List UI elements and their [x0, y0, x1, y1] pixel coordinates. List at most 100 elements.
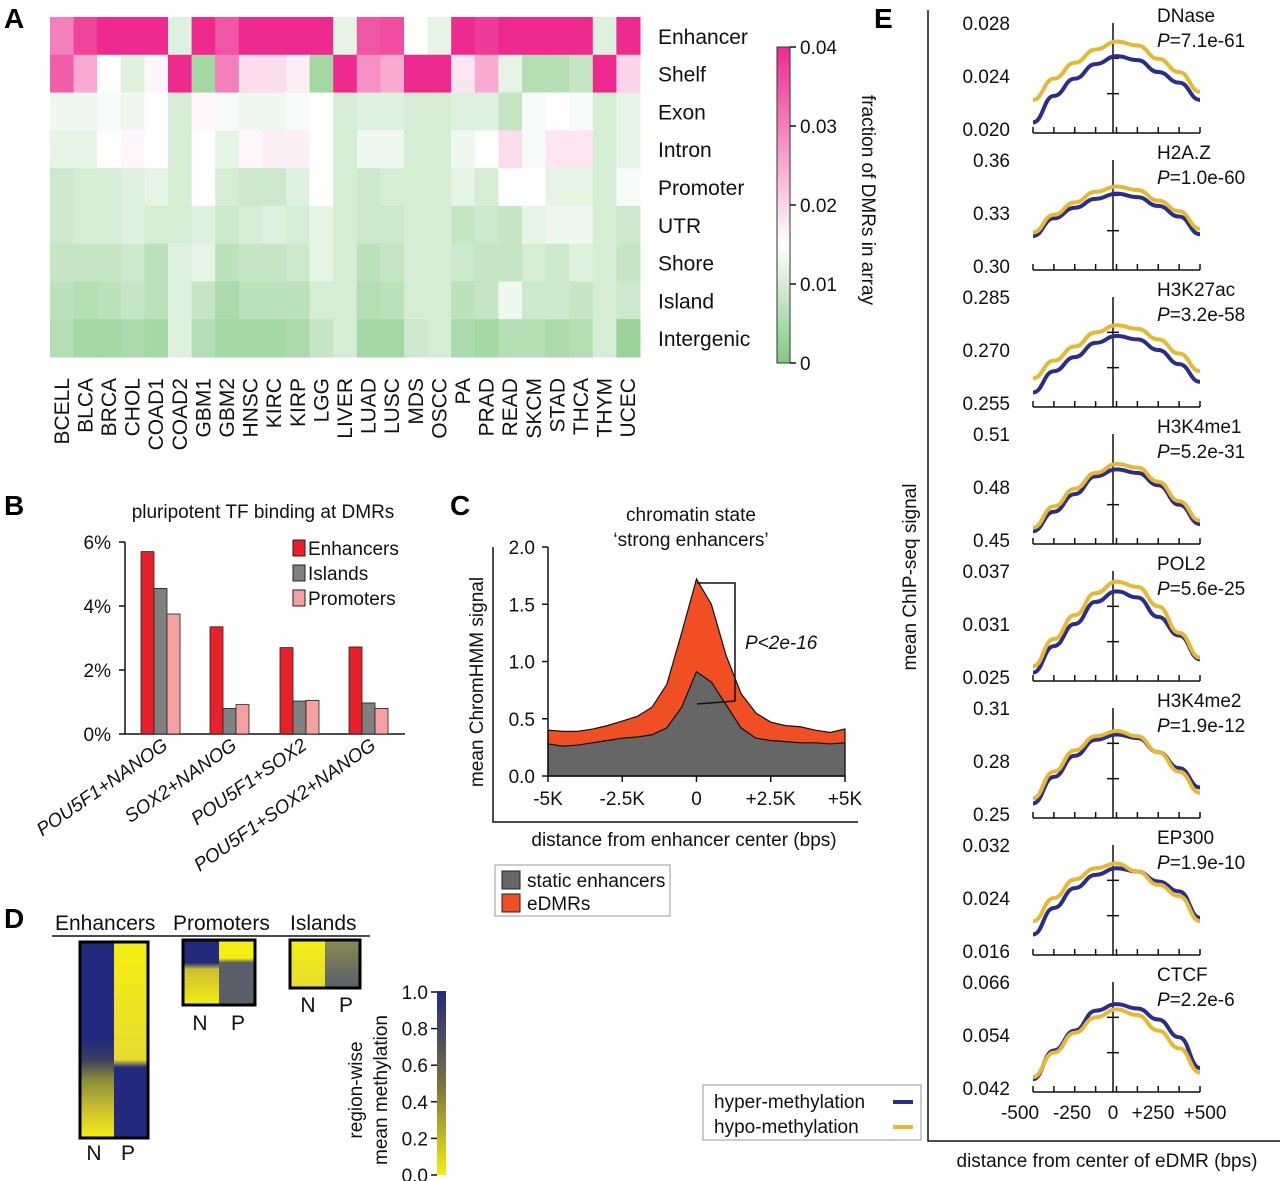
heatmap-cell	[333, 243, 358, 282]
colorbar-d	[437, 991, 446, 1175]
heatmap-cell	[144, 243, 169, 282]
subplot-h3k27ac: 0.255 0.270 0.285 H3K27ac P=3.2e-58	[962, 280, 1245, 415]
colorbar-a	[776, 46, 791, 364]
x-tick: -500	[1001, 1103, 1039, 1124]
bar	[361, 702, 376, 735]
heatmap-cell	[73, 168, 98, 207]
panel-label-a: A	[4, 3, 24, 34]
heatmap-cell	[569, 92, 594, 131]
heatmap-cell	[356, 92, 381, 131]
y-tick: 0.48	[973, 478, 1010, 499]
heatmap-cell	[262, 130, 287, 169]
heatmap-cell	[191, 54, 216, 94]
heatmap-cell	[191, 205, 216, 245]
heatmap-cell	[380, 17, 405, 56]
heatmap-cell	[168, 243, 193, 282]
x-tick: -250	[1053, 1103, 1091, 1124]
bar	[348, 646, 363, 735]
heatmap-cell	[356, 130, 381, 169]
heatmap-cell	[592, 92, 617, 131]
heatmap-cell	[50, 92, 75, 131]
column-label: LUSC	[381, 378, 404, 434]
heatmap-cell	[380, 281, 405, 320]
mark-name: CTCF	[1157, 965, 1208, 986]
heatmap-cell	[522, 54, 547, 94]
legend-label: Promoters	[308, 589, 396, 610]
row-label: Shore	[658, 253, 714, 276]
hyper-methylation-line	[1032, 191, 1201, 238]
x-tick: 0	[1108, 1103, 1119, 1124]
heatmap-cell	[286, 243, 311, 282]
colorbar-tick: 0.02	[800, 196, 837, 217]
column-label: THCA	[570, 378, 593, 435]
axes-frame	[492, 547, 858, 823]
heatmap-cell	[262, 205, 287, 245]
mark-name: DNase	[1157, 6, 1215, 27]
heatmap-cell	[215, 17, 240, 56]
mark-name: EP300	[1157, 828, 1214, 849]
p-value: P=1.0e-60	[1157, 168, 1245, 189]
heatmap-cell	[50, 54, 75, 94]
legend-label: Enhancers	[308, 539, 399, 560]
methylation-column	[290, 940, 325, 988]
heatmap-cell	[545, 243, 570, 282]
heatmap-cell	[97, 92, 122, 131]
heatmap-cell	[451, 243, 476, 282]
heatmap-cell	[474, 205, 499, 245]
hypo-methylation-line	[1032, 579, 1201, 669]
legend-label: static enhancers	[527, 871, 665, 892]
heatmap-cell	[498, 168, 523, 207]
heatmap-cell	[97, 281, 122, 320]
heatmap-cell	[522, 130, 547, 169]
legend-label: hypo-methylation	[714, 1117, 859, 1138]
subplot-h3k4me2: 0.25 0.28 0.31 H3K4me2 P=1.9e-12	[973, 691, 1245, 826]
y-tick: 0.5	[509, 710, 535, 731]
heatmap-cell	[380, 130, 405, 169]
heatmap-cell	[592, 168, 617, 207]
x-axis-label: distance from center of eDMR (bps)	[957, 1151, 1258, 1172]
heatmap-cell	[238, 130, 263, 169]
heatmap-cell	[356, 281, 381, 320]
heatmap-cell	[356, 17, 381, 56]
y-tick: 0.51	[973, 425, 1010, 446]
heatmap-cell	[592, 243, 617, 282]
y-tick: 0.032	[962, 836, 1010, 857]
heatmap-cell	[333, 168, 358, 207]
heatmap-cell	[404, 130, 429, 169]
heatmap-cell	[592, 205, 617, 245]
heatmap-cell	[238, 319, 263, 358]
heatmap-cell	[427, 168, 452, 207]
heatmap-cell	[262, 243, 287, 282]
heatmap-cell	[616, 17, 641, 56]
group-label: Islands	[290, 912, 357, 935]
hypo-methylation-line	[1032, 323, 1201, 381]
heatmap-cell	[474, 319, 499, 358]
heatmap-cell	[120, 281, 145, 320]
y-tick: 0.270	[962, 341, 1010, 362]
column-label: THYM	[594, 378, 617, 438]
heatmap-cell	[144, 54, 169, 94]
heatmap-cell	[238, 243, 263, 282]
x-category-label: POU5F1+NANOG	[33, 735, 172, 841]
y-tick: 0.0	[509, 767, 535, 788]
heatmap-cell	[380, 243, 405, 282]
x-tick: -2.5K	[600, 789, 646, 810]
heatmap-cell	[120, 205, 145, 245]
colorbar-tick: 0.2	[402, 1129, 428, 1150]
heatmap-cell	[144, 281, 169, 320]
heatmap-cell	[592, 17, 617, 56]
subplot-h3k4me1: 0.45 0.48 0.51 H3K4me1 P=5.2e-31	[973, 417, 1245, 552]
heatmap-cell	[97, 130, 122, 169]
y-tick: 0.025	[962, 668, 1010, 689]
row-label: Shelf	[658, 64, 706, 87]
x-axis-label: distance from enhancer center (bps)	[531, 830, 836, 851]
heatmap-cell	[498, 17, 523, 56]
y-tick: 0.031	[962, 615, 1010, 636]
heatmap-cell	[616, 130, 641, 169]
column-label-p: P	[339, 994, 353, 1017]
y-tick: 1.0	[509, 653, 535, 674]
y-tick: 0.255	[962, 394, 1010, 415]
p-value: P=1.9e-10	[1157, 853, 1245, 874]
colorbar-tick: 0.0	[402, 1166, 428, 1181]
x-tick: +500	[1184, 1103, 1227, 1124]
